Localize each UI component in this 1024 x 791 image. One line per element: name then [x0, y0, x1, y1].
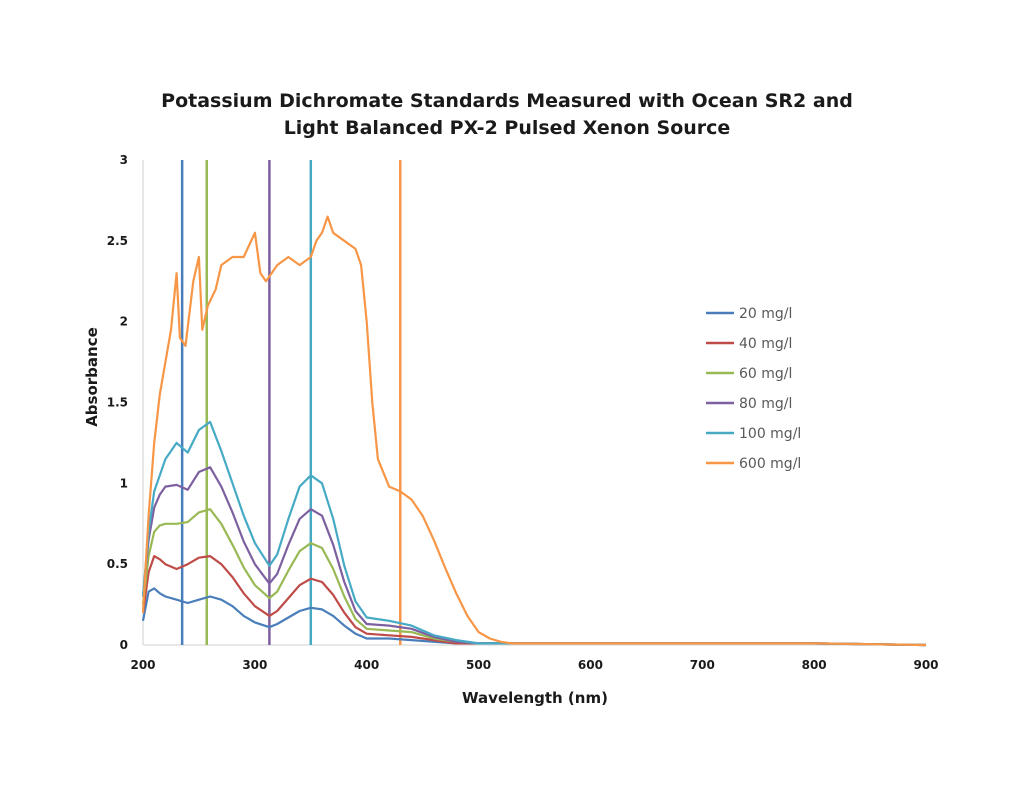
- series-line-1: [141, 555, 927, 647]
- y-tick-label-3: 1.5: [107, 396, 128, 410]
- y-tick-label-2: 1: [120, 476, 128, 490]
- y-tick-label-6: 3: [120, 153, 128, 167]
- x-tick-label-6: 800: [802, 658, 827, 672]
- y-tick-label-0: 0: [120, 638, 128, 652]
- legend-label-2: 60 mg/l: [739, 366, 792, 382]
- x-tick-label-3: 500: [466, 658, 491, 672]
- legend-item-5: 600 mg/l: [706, 456, 801, 472]
- chart-title-line-1: Potassium Dichromate Standards Measured …: [161, 90, 853, 112]
- x-tick-label-2: 400: [354, 658, 379, 672]
- legend-item-4: 100 mg/l: [706, 426, 801, 442]
- x-tick-label-7: 900: [913, 658, 938, 672]
- plot-area: 200 300 400 500 600 700 800 900 0 0.5 1 1.5 2 2.5 3: [107, 153, 939, 672]
- series-line-5: [141, 215, 927, 647]
- legend: 20 mg/l 40 mg/l 60 mg/l 80 mg/l 100 mg/l 600 …: [706, 306, 801, 472]
- legend-label-4: 100 mg/l: [739, 426, 801, 442]
- x-tick-label-0: 200: [130, 658, 155, 672]
- legend-label-3: 80 mg/l: [739, 396, 792, 412]
- x-tick-label-5: 700: [690, 658, 715, 672]
- y-axis-title: Absorbance: [83, 327, 101, 427]
- x-tick-label-4: 600: [578, 658, 603, 672]
- vertical-markers: [180, 160, 402, 645]
- x-tick-labels: 200 300 400 500 600 700 800 900: [130, 658, 938, 672]
- legend-label-0: 20 mg/l: [739, 306, 792, 322]
- legend-label-1: 40 mg/l: [739, 336, 792, 352]
- series-line-3: [141, 466, 927, 647]
- legend-label-5: 600 mg/l: [739, 456, 801, 472]
- y-tick-label-4: 2: [120, 315, 128, 329]
- series-line-4: [141, 420, 927, 647]
- series-line-0: [141, 587, 927, 647]
- x-axis-title: Wavelength (nm): [462, 689, 608, 707]
- legend-item-0: 20 mg/l: [706, 306, 792, 322]
- y-tick-label-5: 2.5: [107, 234, 128, 248]
- legend-item-1: 40 mg/l: [706, 336, 792, 352]
- y-tick-labels: 0 0.5 1 1.5 2 2.5 3: [107, 153, 128, 652]
- series-lines: [141, 215, 927, 647]
- legend-item-2: 60 mg/l: [706, 366, 792, 382]
- x-tick-label-1: 300: [242, 658, 267, 672]
- y-tick-label-1: 0.5: [107, 557, 128, 571]
- legend-item-3: 80 mg/l: [706, 396, 792, 412]
- chart-title-line-2: Light Balanced PX-2 Pulsed Xenon Source: [284, 117, 731, 139]
